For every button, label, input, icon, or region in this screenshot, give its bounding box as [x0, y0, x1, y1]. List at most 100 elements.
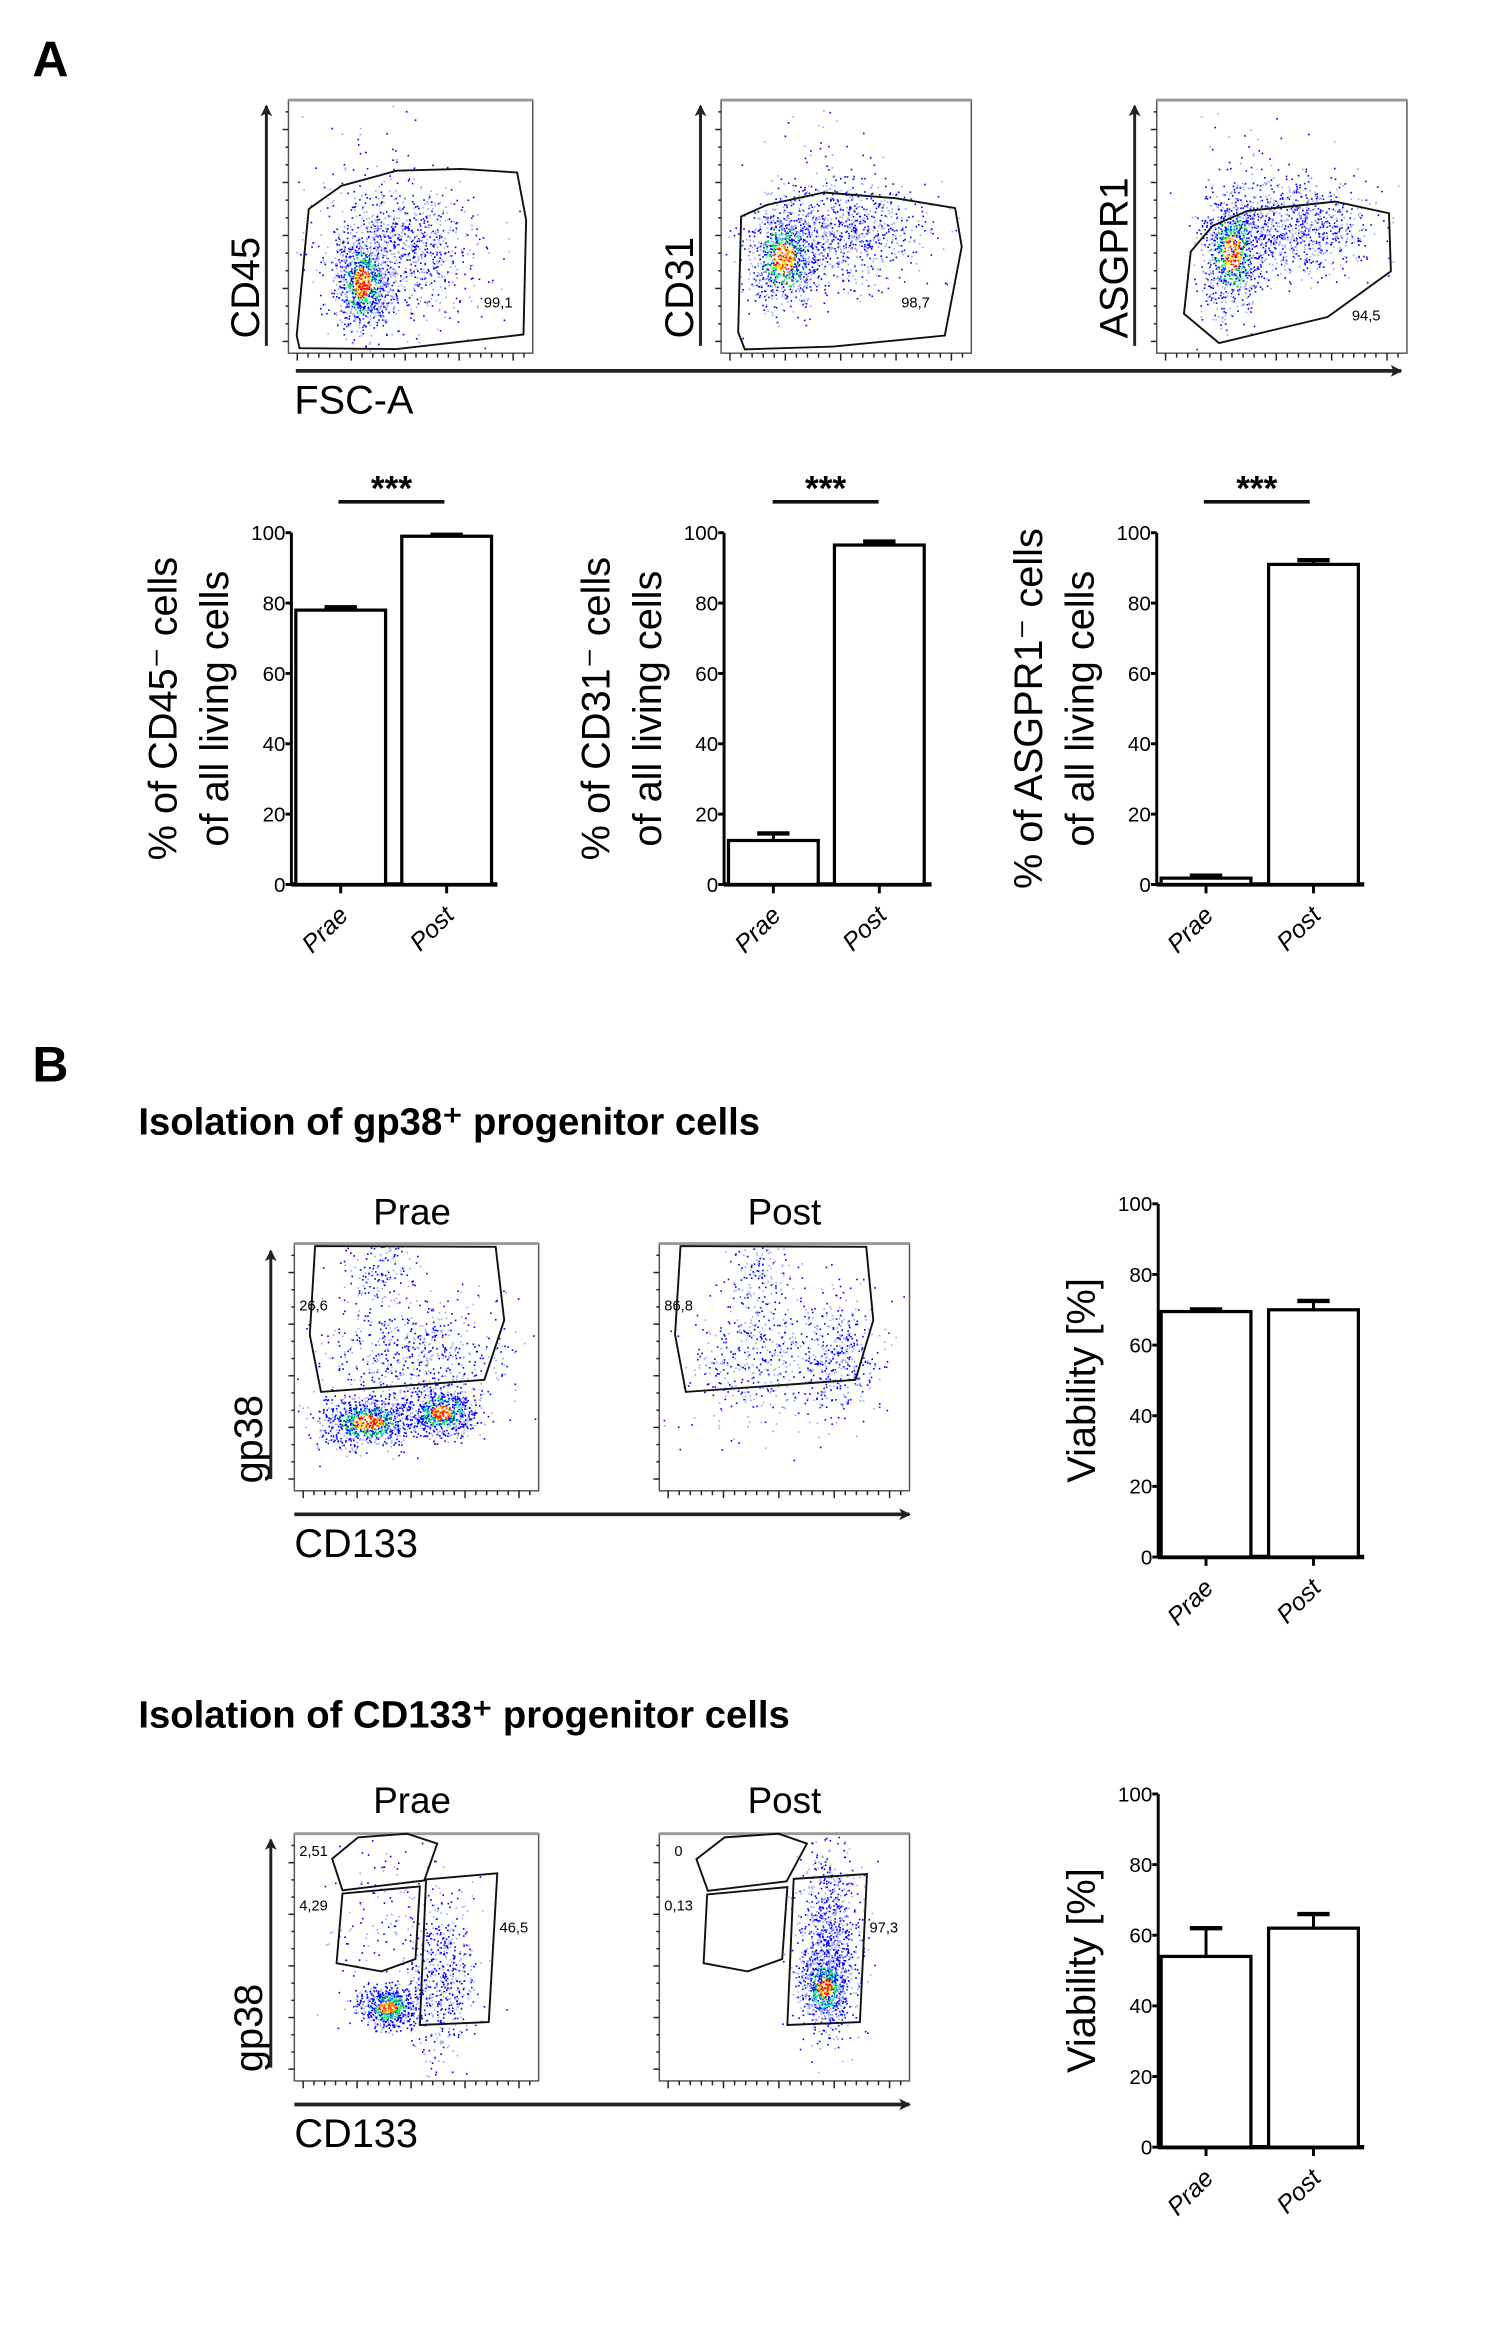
y-tick-label: 40 [263, 733, 286, 756]
gate-polygon [331, 1832, 439, 1892]
y-axis-label: of all living cells [626, 571, 670, 847]
density-dots [297, 1246, 537, 1468]
y-tick-label: 20 [1129, 1476, 1152, 1499]
density-dots [378, 2001, 397, 2014]
gate-polygon [737, 191, 963, 351]
y-axis-label: Viability [%] [1060, 1278, 1104, 1483]
y-tick-label: 0 [707, 874, 718, 897]
gate-percentage: 0 [674, 1844, 682, 1860]
gate-percentage: 99,1 [484, 296, 513, 312]
density-dots [345, 1397, 463, 1437]
density-dots [353, 1404, 452, 1431]
bar-chart: 0 20 40 60 80 100 Viability [%] Prae Post [1060, 1783, 1365, 2221]
flow-density-plot: 0 0,13 97,3 [653, 1832, 911, 2089]
x-tick-label: Prae [1162, 1574, 1219, 1631]
density-dots [773, 242, 794, 274]
y-tick-label: 80 [695, 592, 718, 615]
panel-label-b: B [32, 1037, 68, 1093]
bar-chart: 0 20 40 60 80 100 Viability [%] Prae Post [1060, 1193, 1365, 1631]
y-tick-label: 100 [1118, 1783, 1152, 1806]
density-dots [345, 253, 380, 311]
y-axis-label: % of ASGPR1⁻ cells [1007, 528, 1051, 889]
x-tick-label: Post [405, 901, 461, 957]
bar-chart: 0 20 40 60 80 100 % of ASGPR1⁻ cells of all liv… [1007, 469, 1365, 958]
gate-polygon [1182, 200, 1392, 345]
density-dots [299, 1246, 526, 1460]
flow-y-label-gp38: gp38 [227, 1395, 271, 1483]
density-dots [1189, 113, 1400, 336]
bar-chart: 0 20 40 60 80 100 % of CD31⁻ cells of all livin… [574, 469, 932, 958]
gate-percentage: 4,29 [299, 1898, 328, 1914]
density-dots [370, 1995, 407, 2020]
density-dots [1169, 118, 1392, 351]
flow-y-label-asgpr1: ASGPR1 [1092, 177, 1136, 338]
bar-chart: 0 20 40 60 80 100 % of CD45⁻ cells of all livin… [142, 469, 498, 958]
gate-percentage: 46,5 [500, 1921, 529, 1937]
density-dots [817, 1978, 833, 1999]
density-dots [784, 1840, 874, 2074]
y-axis-label: % of CD31⁻ cells [574, 557, 618, 861]
y-tick-label: 100 [251, 522, 285, 545]
plot-frame [658, 1832, 911, 2082]
plot-frame [720, 99, 973, 354]
group-label-post: Post [748, 1780, 822, 1821]
group-label-prae: Prae [373, 1191, 451, 1232]
significance-label: *** [805, 469, 846, 508]
gate-polygon [308, 1245, 506, 1393]
plot-frame [287, 99, 534, 354]
plot-frame [293, 1242, 540, 1492]
y-tick-label: 100 [684, 522, 718, 545]
y-tick-label: 0 [1139, 874, 1150, 897]
density-dots [1223, 235, 1241, 271]
y-tick-label: 40 [1129, 1995, 1152, 2018]
section-title-gp38: Isolation of gp38⁺ progenitor cells [138, 1101, 760, 1144]
y-axis-label: of all living cells [1058, 571, 1102, 847]
flow-y-label-gp38: gp38 [227, 1984, 271, 2072]
panel-label-a: A [32, 32, 68, 88]
gate-percentage: 86,8 [664, 1298, 693, 1314]
significance-label: *** [371, 469, 412, 508]
density-dots [1223, 235, 1242, 272]
gate-percentage: 2,51 [299, 1844, 328, 1860]
x-tick-label: Post [1271, 2163, 1327, 2219]
y-tick-label: 20 [1129, 2066, 1152, 2089]
bar-post [832, 543, 926, 887]
y-tick-label: 100 [1118, 1193, 1152, 1216]
density-dots [369, 1995, 406, 2020]
bar-prae [1159, 1309, 1253, 1559]
flow-density-plot: 99,1 [282, 98, 534, 361]
flow-density-plot: 26,6 [288, 1242, 540, 1499]
x-tick-label: Prae [729, 901, 786, 958]
x-tick-label: Post [837, 901, 893, 957]
density-dots [773, 242, 796, 274]
gate-percentage: 26,6 [299, 1298, 328, 1314]
bar-prae [726, 838, 820, 887]
y-tick-label: 60 [1129, 1925, 1152, 1948]
density-dots [355, 267, 372, 299]
x-tick-label: Prae [1162, 901, 1219, 958]
y-axis-label: of all living cells [193, 571, 237, 847]
y-tick-label: 60 [1128, 663, 1151, 686]
y-tick-label: 0 [1141, 2137, 1152, 2160]
x-tick-label: Post [1271, 1573, 1327, 1629]
flow-density-plot: 2,51 4,29 46,5 [288, 1832, 540, 2089]
y-tick-label: 20 [263, 803, 286, 826]
bar-prae [1159, 1954, 1253, 2149]
y-tick-label: 80 [263, 592, 286, 615]
bar-post [400, 534, 494, 887]
flow-density-plot: 98,7 [715, 98, 973, 361]
gate-polygon [418, 1872, 499, 2027]
y-axis-label: Viability [%] [1060, 1868, 1104, 2073]
y-tick-label: 80 [1129, 1854, 1152, 1877]
y-tick-label: 20 [695, 803, 718, 826]
y-tick-label: 40 [1129, 1405, 1152, 1428]
flow-density-plot: 86,8 [653, 1242, 911, 1499]
density-dots [298, 110, 521, 350]
density-dots [296, 105, 511, 352]
gate-polygon [335, 1885, 421, 1973]
y-tick-label: 20 [1128, 803, 1151, 826]
significance-label: *** [1236, 469, 1277, 508]
gate-percentage: 0,13 [664, 1898, 693, 1914]
y-tick-label: 60 [1129, 1334, 1152, 1357]
y-tick-label: 40 [695, 733, 718, 756]
